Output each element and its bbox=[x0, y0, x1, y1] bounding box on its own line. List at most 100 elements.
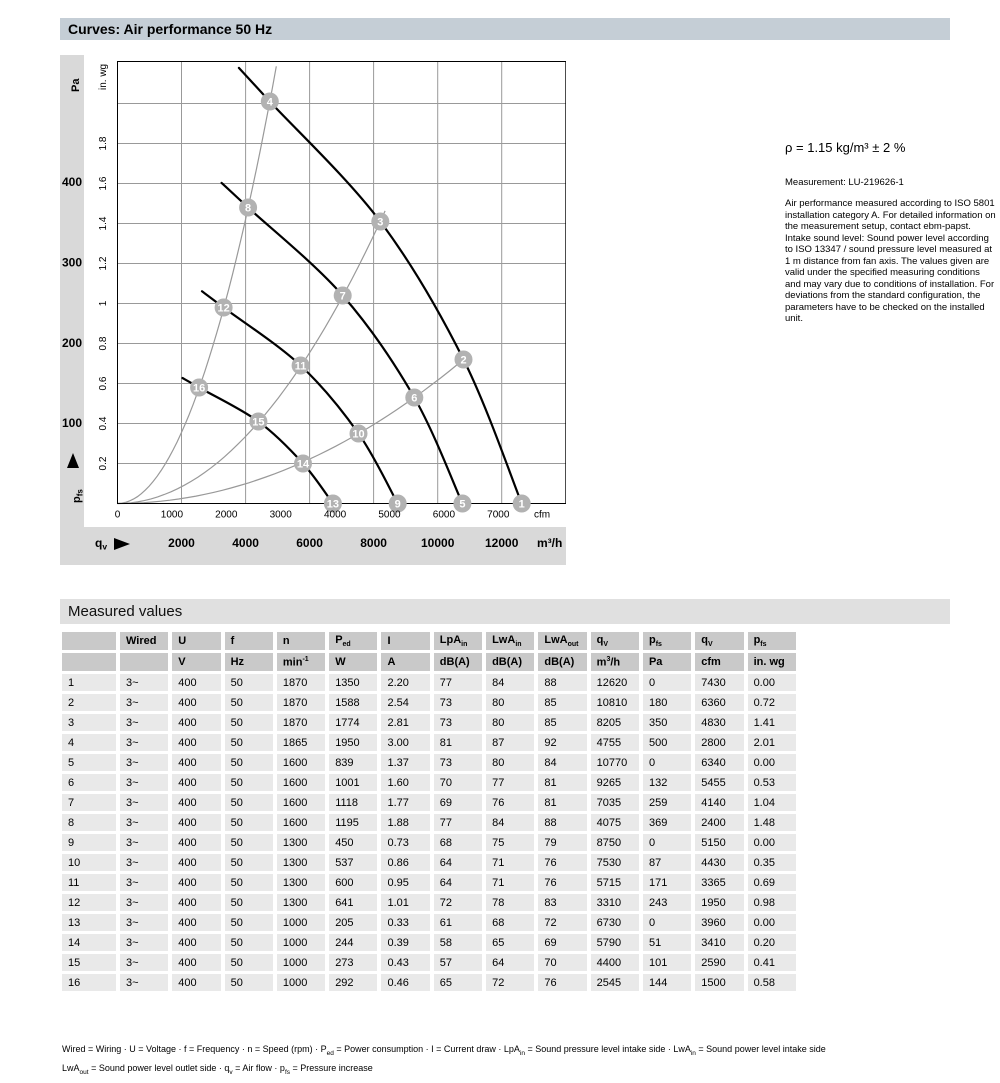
table-cell: 57 bbox=[433, 954, 483, 972]
table-cell: 0 bbox=[642, 674, 692, 692]
table-cell: 10770 bbox=[590, 754, 639, 772]
table-cell: 0.58 bbox=[747, 974, 796, 992]
table-cell: 88 bbox=[538, 814, 587, 832]
table-cell: 73 bbox=[433, 754, 483, 772]
curve-point-marker-2 bbox=[454, 350, 473, 369]
table-cell: 6730 bbox=[590, 914, 639, 932]
table-cell: 12620 bbox=[590, 674, 639, 692]
air-density-value: ρ = 1.15 kg/m³ ± 2 % bbox=[785, 140, 906, 155]
column-header: Wired bbox=[120, 632, 169, 651]
curve-point-marker-16 bbox=[190, 378, 209, 397]
x-tick-cfm: 7000 bbox=[487, 510, 510, 521]
row-number-cell: 1 bbox=[62, 674, 116, 692]
table-row: 9 3~ 400 50 1300 450 0.73 68 75 79 8750 0 5150 0.00 bbox=[62, 834, 796, 852]
fan-curve-1870-rpm bbox=[237, 66, 523, 505]
table-cell: 839 bbox=[329, 754, 378, 772]
curve-point-marker-7 bbox=[333, 286, 352, 305]
table-cell: 77 bbox=[433, 814, 483, 832]
curve-point-label: 15 bbox=[252, 417, 264, 429]
column-header: in. wg bbox=[747, 653, 796, 672]
table-cell: 50 bbox=[224, 694, 273, 712]
table-cell: 65 bbox=[433, 974, 483, 992]
table-cell: 171 bbox=[642, 874, 692, 892]
table-cell: 1774 bbox=[329, 714, 378, 732]
table-cell: 0.73 bbox=[381, 834, 430, 852]
row-number-cell: 11 bbox=[62, 874, 116, 892]
table-cell: 50 bbox=[224, 674, 273, 692]
table-cell: 5150 bbox=[695, 834, 744, 852]
y-tick-inwg: 1.4 bbox=[98, 216, 109, 230]
row-number-cell: 4 bbox=[62, 734, 116, 752]
table-cell: 1.88 bbox=[381, 814, 430, 832]
y-unit-pa: Pa bbox=[70, 78, 82, 92]
table-cell: 3~ bbox=[120, 674, 169, 692]
table-row: 10 3~ 400 50 1300 537 0.86 64 71 76 7530 87 4430 0.35 bbox=[62, 854, 796, 872]
column-header: f bbox=[224, 632, 273, 651]
column-header bbox=[62, 632, 116, 651]
table-row: 3 3~ 400 50 1870 1774 2.81 73 80 85 8205 350 4830 1.4… bbox=[62, 714, 796, 732]
y-tick-inwg: 0.8 bbox=[98, 336, 109, 350]
table-cell: 4430 bbox=[695, 854, 744, 872]
table-cell: 0.98 bbox=[747, 894, 796, 912]
row-number-cell: 6 bbox=[62, 774, 116, 792]
table-cell: 1600 bbox=[276, 754, 326, 772]
row-number-cell: 8 bbox=[62, 814, 116, 832]
table-cell: 3~ bbox=[120, 774, 169, 792]
table-cell: 84 bbox=[486, 674, 535, 692]
row-number-cell: 16 bbox=[62, 974, 116, 992]
column-header: Hz bbox=[224, 653, 273, 672]
row-number-cell: 10 bbox=[62, 854, 116, 872]
row-number-cell: 2 bbox=[62, 694, 116, 712]
table-cell: 64 bbox=[433, 874, 483, 892]
plot-border bbox=[117, 61, 566, 504]
table-cell: 50 bbox=[224, 754, 273, 772]
table-row: 16 3~ 400 50 1000 292 0.46 65 72 76 2545 144 1500 0.5… bbox=[62, 974, 796, 992]
table-row: 12 3~ 400 50 1300 641 1.01 72 78 83 3310 243 1950 0.9… bbox=[62, 894, 796, 912]
table-cell: 3~ bbox=[120, 934, 169, 952]
table-cell: 0 bbox=[642, 914, 692, 932]
row-number-cell: 12 bbox=[62, 894, 116, 912]
table-cell: 73 bbox=[433, 694, 483, 712]
table-cell: 84 bbox=[538, 754, 587, 772]
table-cell: 400 bbox=[172, 674, 221, 692]
table-cell: 50 bbox=[224, 954, 273, 972]
curve-point-label: 14 bbox=[297, 459, 310, 471]
table-cell: 243 bbox=[642, 894, 692, 912]
table-cell: 1865 bbox=[276, 734, 326, 752]
column-header bbox=[62, 653, 116, 672]
table-cell: 80 bbox=[486, 754, 535, 772]
curve-point-marker-12 bbox=[214, 298, 233, 317]
table-cell: 5715 bbox=[590, 874, 639, 892]
footnote-line-2: LwAout = Sound power level outlet side ·… bbox=[62, 1062, 373, 1076]
row-number-cell: 13 bbox=[62, 914, 116, 932]
table-cell: 3~ bbox=[120, 854, 169, 872]
table-cell: 0.00 bbox=[747, 834, 796, 852]
table-cell: 3~ bbox=[120, 974, 169, 992]
column-header: dB(A) bbox=[433, 653, 483, 672]
table-cell: 1195 bbox=[329, 814, 378, 832]
table-cell: 400 bbox=[172, 874, 221, 892]
table-cell: 400 bbox=[172, 694, 221, 712]
table-cell: 350 bbox=[642, 714, 692, 732]
table-cell: 1.01 bbox=[381, 894, 430, 912]
table-cell: 3~ bbox=[120, 754, 169, 772]
table-cell: 76 bbox=[486, 794, 535, 812]
air-performance-chart: 4 3 2 1 8 7 6 5 12 11 10 9 16 15 14 13 0 1000 2000 3000 4000… bbox=[60, 55, 566, 565]
table-cell: 1000 bbox=[276, 974, 326, 992]
curve-point-marker-14 bbox=[294, 454, 312, 473]
column-header: U bbox=[172, 632, 221, 651]
table-cell: 1000 bbox=[276, 934, 326, 952]
table-cell: 5455 bbox=[695, 774, 744, 792]
y-tick-inwg: 1 bbox=[98, 300, 109, 306]
table-cell: 2800 bbox=[695, 734, 744, 752]
table-cell: 0.72 bbox=[747, 694, 796, 712]
curve-point-marker-1 bbox=[512, 494, 531, 513]
table-cell: 0.00 bbox=[747, 674, 796, 692]
legend-footnote: Wired = Wiring · U = Voltage · f = Frequ… bbox=[62, 1044, 972, 1082]
table-cell: 2.01 bbox=[747, 734, 796, 752]
table-cell: 81 bbox=[538, 774, 587, 792]
table-cell: 76 bbox=[538, 854, 587, 872]
table-cell: 400 bbox=[172, 754, 221, 772]
